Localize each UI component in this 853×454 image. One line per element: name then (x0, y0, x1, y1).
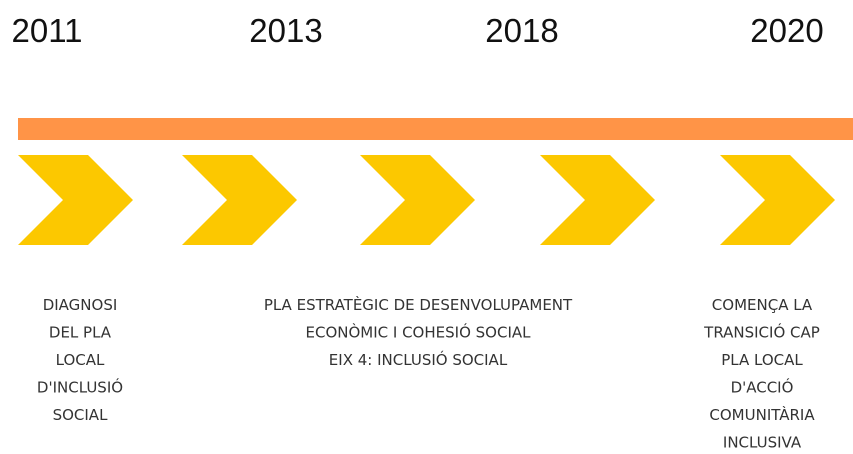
milestone-text: PLA ESTRATÈGIC DE DESENVOLUPAMENT (264, 295, 573, 314)
chevron (182, 155, 297, 245)
year-label: 2020 (750, 12, 823, 49)
chevron (540, 155, 655, 245)
milestone-text: ECONÒMIC I COHESIÓ SOCIAL (306, 323, 532, 342)
milestone-text: TRANSICIÓ CAP (703, 323, 820, 342)
milestone-text: LOCAL (56, 351, 105, 369)
milestone-text: D'INCLUSIÓ (37, 378, 123, 397)
chevron (360, 155, 475, 245)
milestone-text: INCLUSIVA (723, 434, 802, 452)
milestone-text: D'ACCIÓ (731, 378, 794, 397)
milestone-text: COMUNITÀRIA (709, 405, 815, 424)
milestone-text: COMENÇA LA (712, 296, 813, 314)
milestone-text: DIAGNOSI (43, 296, 118, 314)
year-label: 2011 (12, 12, 83, 49)
chevron (18, 155, 133, 245)
milestone-text: EIX 4: INCLUSIÓ SOCIAL (329, 350, 508, 369)
chevron (720, 155, 835, 245)
milestone-text: SOCIAL (53, 406, 108, 424)
milestone-text: PLA LOCAL (721, 351, 803, 369)
year-label: 2018 (485, 12, 558, 49)
year-label: 2013 (249, 12, 322, 49)
timeline-bar (18, 118, 853, 140)
milestone-text: DEL PLA (49, 324, 112, 342)
